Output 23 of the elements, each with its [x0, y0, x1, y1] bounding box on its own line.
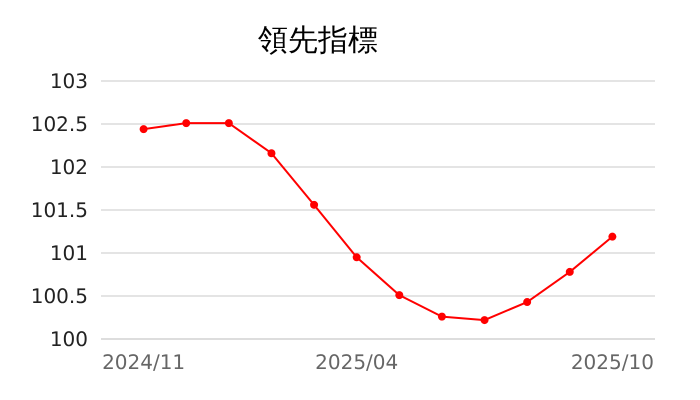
x-tick-label: 2025/10 [570, 350, 654, 374]
point [140, 125, 148, 134]
point [224, 119, 233, 128]
point [182, 119, 190, 128]
point [608, 232, 616, 241]
y-tick-label: 103 [50, 69, 88, 93]
x-tick-label: 2024/11 [102, 350, 186, 374]
point [438, 312, 446, 321]
point [566, 268, 574, 276]
x-tick-label: 2025/04 [315, 350, 398, 374]
y-tick-label: 101 [50, 241, 88, 265]
chart-title: 領先指標 [258, 23, 378, 58]
y-tick-label: 100 [50, 327, 88, 351]
y-tick-label: 101.5 [30, 198, 88, 222]
point [480, 316, 489, 324]
y-tick-label: 100.5 [30, 284, 88, 308]
y-tick-label: 102.5 [30, 112, 88, 136]
point [395, 291, 404, 300]
y-tick-label: 102 [50, 155, 88, 179]
point [310, 200, 318, 209]
point [267, 149, 276, 158]
point [352, 253, 361, 262]
point [523, 298, 532, 306]
